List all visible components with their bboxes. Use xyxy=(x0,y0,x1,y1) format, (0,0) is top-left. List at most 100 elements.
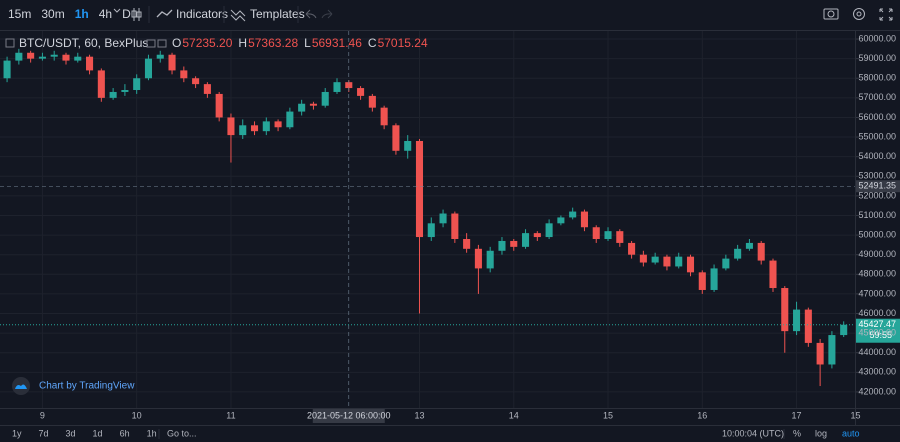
candle-body xyxy=(156,54,164,59)
candle-body xyxy=(781,288,789,332)
x-tick-label: 11 xyxy=(226,410,235,420)
candle-body xyxy=(698,272,706,290)
range-button[interactable]: 3d xyxy=(66,428,76,438)
legend-icon[interactable] xyxy=(157,39,167,48)
candle-body xyxy=(392,125,400,151)
indicators-button[interactable]: Indicators xyxy=(176,7,228,21)
candle-body xyxy=(816,342,824,365)
y-tick-label: 49000.00 xyxy=(858,249,896,259)
interval-dropdown[interactable] xyxy=(113,8,121,13)
symbol-label: BTC/USDT, 60, BexPlus xyxy=(19,36,148,50)
ohlc-key: C xyxy=(368,36,377,50)
interval-button[interactable]: D xyxy=(122,7,131,21)
range-button[interactable]: 6h xyxy=(120,428,130,438)
candle-body xyxy=(769,260,777,289)
candle-body xyxy=(144,58,153,79)
y-tick-label: 53000.00 xyxy=(858,171,896,181)
candle-body xyxy=(557,217,565,224)
candle-body xyxy=(498,240,506,251)
indicators-icon[interactable] xyxy=(156,9,173,18)
fullscreen-button[interactable] xyxy=(879,8,893,21)
candle-body xyxy=(203,84,211,94)
candles-icon[interactable] xyxy=(131,8,142,21)
candle-body xyxy=(62,54,70,61)
candle-body xyxy=(415,140,424,238)
candle-body xyxy=(333,82,341,92)
ohlc-value: 57235.20 xyxy=(182,36,232,50)
snapshot-button[interactable] xyxy=(823,8,839,20)
percent-toggle[interactable]: % xyxy=(793,428,801,438)
legend-icon[interactable] xyxy=(146,39,156,48)
candle-body xyxy=(215,93,223,118)
candle-body xyxy=(109,91,117,98)
y-tick-label: 45000.00 xyxy=(858,327,896,337)
crosshair-x-label-bg xyxy=(312,409,385,423)
candle-body xyxy=(262,121,270,132)
candle-body xyxy=(3,60,11,79)
goto-button[interactable]: Go to... xyxy=(167,428,197,438)
candle-body xyxy=(368,95,376,108)
candle-body xyxy=(533,233,541,238)
crosshair-price-bg xyxy=(856,180,900,193)
range-button[interactable]: 7d xyxy=(39,428,49,438)
undo-button[interactable] xyxy=(305,9,317,19)
range-button[interactable]: 1d xyxy=(93,428,103,438)
range-button[interactable]: 1y xyxy=(12,428,22,438)
candle-body xyxy=(357,88,365,96)
collapse-icon[interactable] xyxy=(5,38,15,48)
interval-button[interactable]: 15m xyxy=(8,7,31,21)
y-tick-label: 44000.00 xyxy=(858,347,896,357)
y-tick-label: 52000.00 xyxy=(858,190,896,200)
candle-body xyxy=(580,211,588,228)
candle-body xyxy=(722,258,730,269)
candle-body xyxy=(757,242,765,261)
candle-body xyxy=(133,78,141,91)
candle-body xyxy=(286,111,294,128)
candle-body xyxy=(651,256,659,263)
candle-body xyxy=(321,91,329,106)
candle-body xyxy=(745,242,753,249)
interval-group: 15m 30m 1h 4h D xyxy=(8,7,131,21)
interval-button[interactable]: 4h xyxy=(99,7,112,21)
candle-body xyxy=(686,256,695,273)
interval-button[interactable]: 1h xyxy=(75,7,89,21)
candle-body xyxy=(592,227,600,240)
candle-body xyxy=(604,231,612,240)
range-button[interactable]: 1h xyxy=(147,428,157,438)
auto-toggle[interactable]: auto xyxy=(842,428,860,438)
candle-body xyxy=(804,309,812,343)
ohlc-key: H xyxy=(238,36,247,50)
ohlc-value: 57015.24 xyxy=(378,36,428,50)
x-tick-label: 17 xyxy=(792,410,802,420)
candle-body xyxy=(463,239,471,249)
candle-body xyxy=(828,335,836,365)
candle-body xyxy=(474,248,482,269)
last-price-bg xyxy=(856,318,900,343)
y-tick-label: 50000.00 xyxy=(858,229,896,239)
candle-body xyxy=(345,82,353,89)
candle-body xyxy=(192,78,200,85)
x-tick-label: 9 xyxy=(40,410,45,420)
log-toggle[interactable]: log xyxy=(815,428,827,438)
candle-body xyxy=(675,256,683,267)
candle-body xyxy=(427,223,435,238)
y-tick-label: 51000.00 xyxy=(858,210,896,220)
watermark[interactable]: Chart by TradingView xyxy=(39,381,135,392)
y-tick-label: 54000.00 xyxy=(858,151,896,161)
candle-body xyxy=(180,70,188,79)
redo-button[interactable] xyxy=(321,9,333,19)
candle-body xyxy=(510,240,518,247)
candle-body xyxy=(168,54,176,71)
y-tick-label: 56000.00 xyxy=(858,112,896,122)
y-tick-label: 55000.00 xyxy=(858,131,896,141)
watermark-cloud xyxy=(15,384,27,389)
range-group: 1y 7d 3d 1d 6h 1h xyxy=(12,428,157,438)
templates-icon[interactable] xyxy=(230,9,246,22)
ohlc-value: 56931.46 xyxy=(312,36,362,50)
interval-button[interactable]: 30m xyxy=(41,7,64,21)
templates-button[interactable]: Templates xyxy=(250,7,305,21)
candle-body xyxy=(639,254,647,263)
settings-button[interactable] xyxy=(853,8,865,20)
